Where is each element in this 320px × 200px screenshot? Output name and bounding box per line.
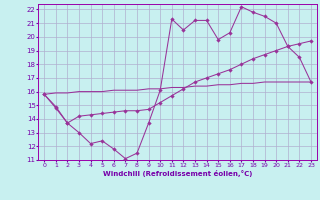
X-axis label: Windchill (Refroidissement éolien,°C): Windchill (Refroidissement éolien,°C) <box>103 170 252 177</box>
